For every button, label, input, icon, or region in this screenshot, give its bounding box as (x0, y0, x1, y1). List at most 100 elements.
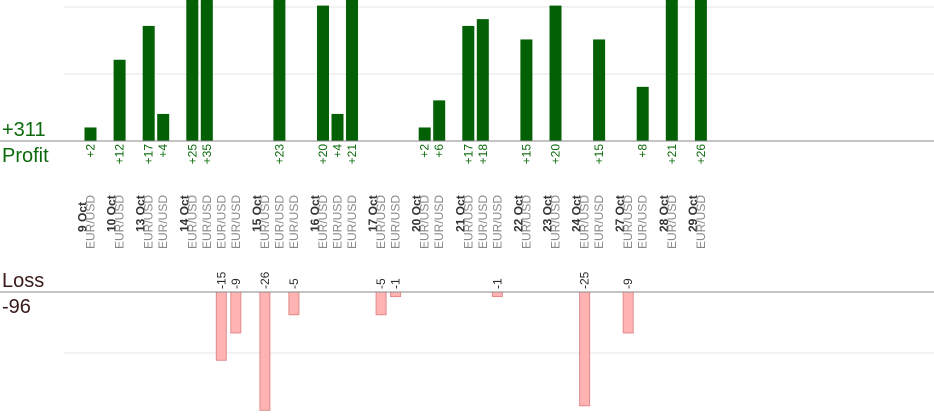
trade-pair-label: EUR/USD (345, 195, 359, 249)
loss-value-label: -9 (229, 278, 243, 289)
profit-bar (636, 86, 649, 141)
trade-pair-label: EUR/USD (694, 195, 708, 249)
profit-bar (84, 127, 97, 141)
profit-bar (273, 0, 286, 142)
trade-pair-label: EUR/USD (185, 195, 199, 249)
profit-value-label: +2 (418, 144, 432, 158)
trade-pair-label: EUR/USD (258, 195, 272, 249)
profit-value-label: +8 (636, 144, 650, 158)
trade-pair-label: EUR/USD (636, 195, 650, 249)
trade-pair-label: EUR/USD (113, 195, 127, 249)
profit-bar (476, 19, 489, 141)
loss-value-label: -15 (214, 271, 228, 289)
loss-value-label: -9 (621, 278, 635, 289)
loss-bar (390, 291, 402, 298)
profit-value-label: +17 (461, 144, 475, 165)
day-date-label: 21 Oct (453, 195, 467, 232)
loss-bar (288, 291, 300, 316)
profit-value-label: +25 (185, 144, 199, 165)
profit-value-label: +26 (694, 144, 708, 165)
day-date-label: 22 Oct (511, 195, 525, 232)
trade-pair-label: EUR/USD (272, 195, 286, 249)
profit-bar (331, 113, 344, 141)
profit-value-label: +21 (345, 144, 359, 165)
profit-bar (418, 127, 431, 141)
profit-value-label: +15 (519, 144, 533, 165)
loss-value-label: -5 (374, 278, 388, 289)
loss-bar (579, 291, 591, 407)
profit-bar (200, 0, 213, 141)
trade-pair-label: EUR/USD (374, 195, 388, 249)
day-date-label: 15 Oct (250, 195, 264, 232)
trade-pair-label: EUR/USD (476, 195, 490, 249)
profit-bar (549, 5, 562, 141)
loss-bar (375, 291, 387, 316)
trade-pair-label: EUR/USD (549, 195, 563, 249)
profit-value-label: +20 (549, 144, 563, 165)
day-date-label: 27 Oct (613, 195, 627, 232)
day-date-label: 24 Oct (570, 195, 584, 232)
loss-total: -96 (2, 296, 31, 318)
profit-bar (113, 59, 126, 142)
trade-pair-label: EUR/USD (229, 195, 243, 249)
profit-bar (317, 5, 329, 141)
day-date-label: 10 Oct (105, 195, 119, 232)
loss-value-label: -25 (578, 271, 592, 289)
loss-value-label: -5 (287, 278, 301, 289)
trade-pair-label: EUR/USD (214, 195, 228, 249)
profit-value-label: +23 (272, 144, 286, 165)
profit-value-label: +15 (592, 144, 606, 165)
trade-pair-label: EUR/USD (84, 195, 98, 249)
trade-pair-label: EUR/USD (432, 195, 446, 249)
profit-bar (462, 25, 475, 141)
profit-value-label: +12 (113, 144, 127, 165)
loss-bar (491, 291, 503, 298)
profit-bar (186, 0, 199, 141)
day-date-label: 28 Oct (657, 195, 671, 232)
day-date-label: 9 Oct (76, 202, 90, 232)
profit-value-label: +21 (665, 144, 679, 165)
day-date-label: 17 Oct (366, 195, 380, 232)
profit-bar (433, 100, 446, 141)
loss-bar (215, 291, 227, 361)
loss-bar (230, 291, 242, 334)
profit-label: Profit (2, 145, 49, 167)
profit-value-label: +6 (432, 144, 446, 158)
trade-pair-label: EUR/USD (665, 195, 679, 249)
profit-value-label: +2 (84, 144, 98, 158)
day-date-label: 14 Oct (177, 195, 191, 232)
loss-value-label: -1 (389, 278, 403, 289)
profit-bar (520, 39, 533, 142)
trade-pair-label: EUR/USD (156, 195, 170, 249)
loss-label: Loss (2, 270, 45, 292)
trade-pair-label: EUR/USD (331, 195, 345, 249)
trade-pair-label: EUR/USD (461, 195, 475, 249)
trade-pair-label: EUR/USD (592, 195, 606, 249)
loss-value-label: -1 (490, 278, 504, 289)
trade-pair-label: EUR/USD (490, 195, 504, 249)
day-date-label: 16 Oct (308, 195, 322, 232)
trade-pair-label: EUR/USD (578, 195, 592, 249)
day-date-label: 13 Oct (134, 195, 148, 232)
profit-total: +311 (2, 119, 46, 141)
day-date-label: 20 Oct (410, 195, 424, 232)
trade-pair-label: EUR/USD (200, 195, 214, 249)
profit-bar (346, 0, 358, 141)
trade-pair-label: EUR/USD (389, 195, 403, 249)
trade-pair-label: EUR/USD (142, 195, 156, 249)
trade-pair-label: EUR/USD (621, 195, 635, 249)
profit-value-label: +20 (316, 144, 330, 165)
profit-value-label: +18 (476, 144, 490, 165)
profit-value-label: +4 (331, 144, 345, 158)
day-date-label: 23 Oct (541, 195, 555, 232)
trade-pair-label: EUR/USD (519, 195, 533, 249)
loss-bar (259, 291, 271, 411)
profit-bar (665, 0, 678, 141)
profit-value-label: +17 (142, 144, 156, 165)
profit-value-label: +4 (156, 144, 170, 158)
loss-bar (622, 291, 634, 334)
trade-pair-label: EUR/USD (316, 195, 330, 249)
day-date-label: 29 Oct (686, 195, 700, 232)
profit-bar (593, 39, 606, 142)
